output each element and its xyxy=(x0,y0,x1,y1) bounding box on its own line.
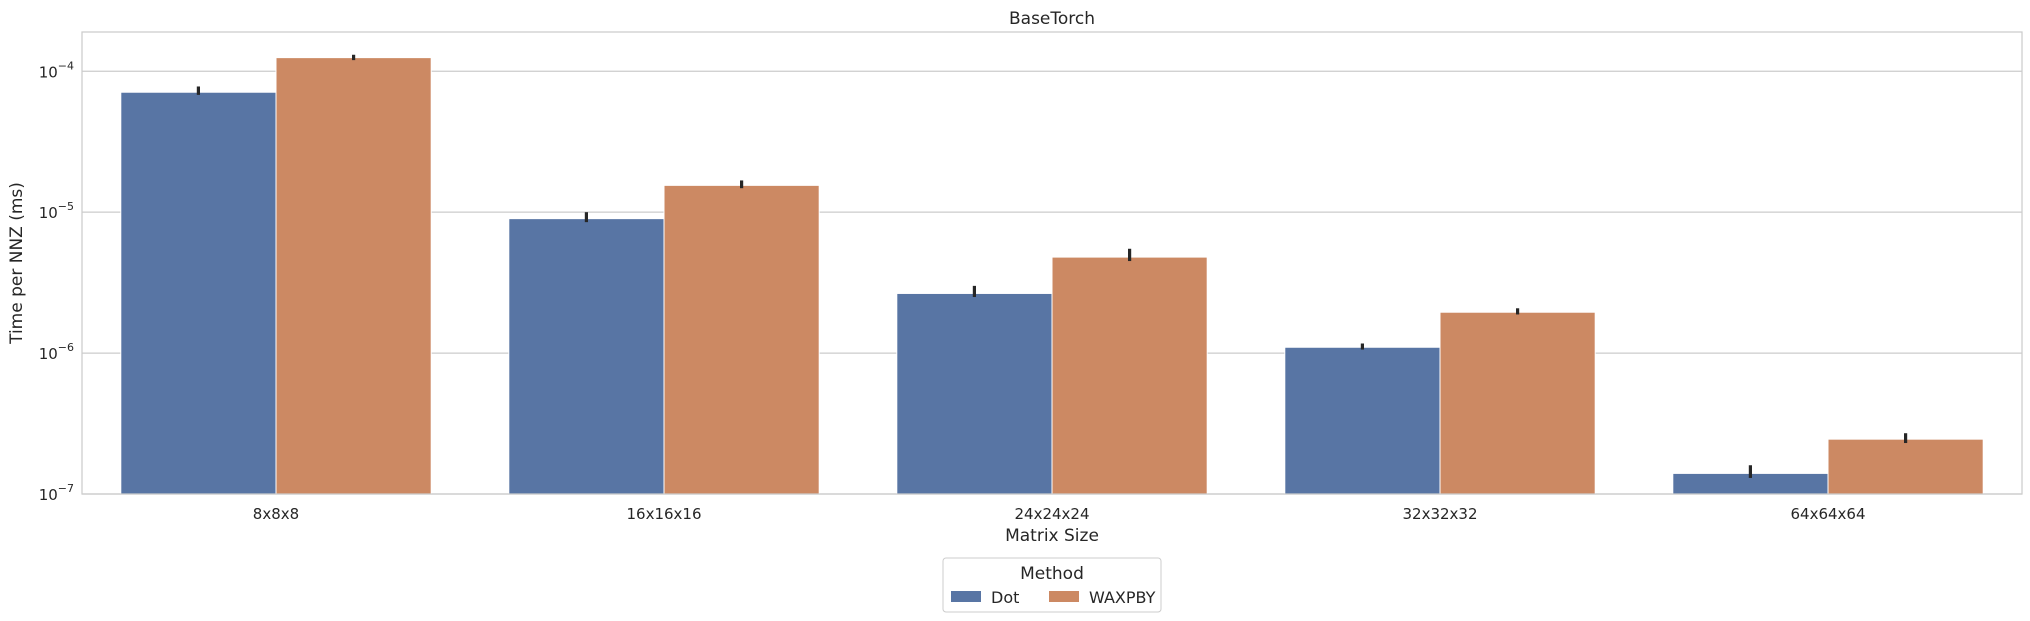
bar-waxpby-8x8x8 xyxy=(275,57,432,495)
chart-title: BaseTorch xyxy=(1009,9,1095,29)
bars xyxy=(120,57,1984,495)
legend-box xyxy=(942,557,1162,613)
legend-item-dot: Dot xyxy=(951,588,1019,607)
bar-dot-16x16x16 xyxy=(508,218,665,495)
x-tick-label: 8x8x8 xyxy=(253,505,299,523)
legend-items: Dot WAXPBY xyxy=(951,588,1156,607)
legend-title: Method xyxy=(1020,564,1084,584)
x-tick-label: 24x24x24 xyxy=(1014,505,1089,523)
y-tick-label: 10−5 xyxy=(39,200,74,222)
bar-dot-24x24x24 xyxy=(896,292,1053,495)
x-tick-label: 16x16x16 xyxy=(626,505,701,523)
legend-item-waxpby: WAXPBY xyxy=(1049,588,1156,607)
y-tick-label: 10−4 xyxy=(39,59,74,81)
x-axis-ticks: 8x8x8 16x16x16 24x24x24 32x32x32 64x64x64 xyxy=(253,505,1866,523)
bar-dot-32x32x32 xyxy=(1284,346,1441,495)
bar-waxpby-32x32x32 xyxy=(1439,311,1596,495)
bar-waxpby-24x24x24 xyxy=(1051,256,1208,495)
bar-waxpby-16x16x16 xyxy=(663,184,820,495)
plot-frame xyxy=(81,31,2023,495)
x-axis-label: Matrix Size xyxy=(1005,526,1099,546)
bar-waxpby-64x64x64 xyxy=(1827,438,1984,495)
legend-label: Dot xyxy=(991,588,1019,607)
y-axis-ticks: 10−7 10−6 10−5 10−4 xyxy=(39,59,74,504)
y-axis-label: Time per NNZ (ms) xyxy=(7,182,27,345)
x-tick-label: 64x64x64 xyxy=(1790,505,1865,523)
plot-area xyxy=(81,31,2023,495)
y-tick-label: 10−7 xyxy=(39,482,74,504)
legend: Method Dot WAXPBY xyxy=(942,557,1162,613)
error-bars xyxy=(196,54,1908,478)
legend-label: WAXPBY xyxy=(1089,588,1156,607)
bar-dot-8x8x8 xyxy=(120,91,277,495)
y-tick-label: 10−6 xyxy=(39,341,74,363)
legend-swatch xyxy=(951,591,981,602)
legend-swatch xyxy=(1049,591,1079,602)
x-tick-label: 32x32x32 xyxy=(1402,505,1477,523)
